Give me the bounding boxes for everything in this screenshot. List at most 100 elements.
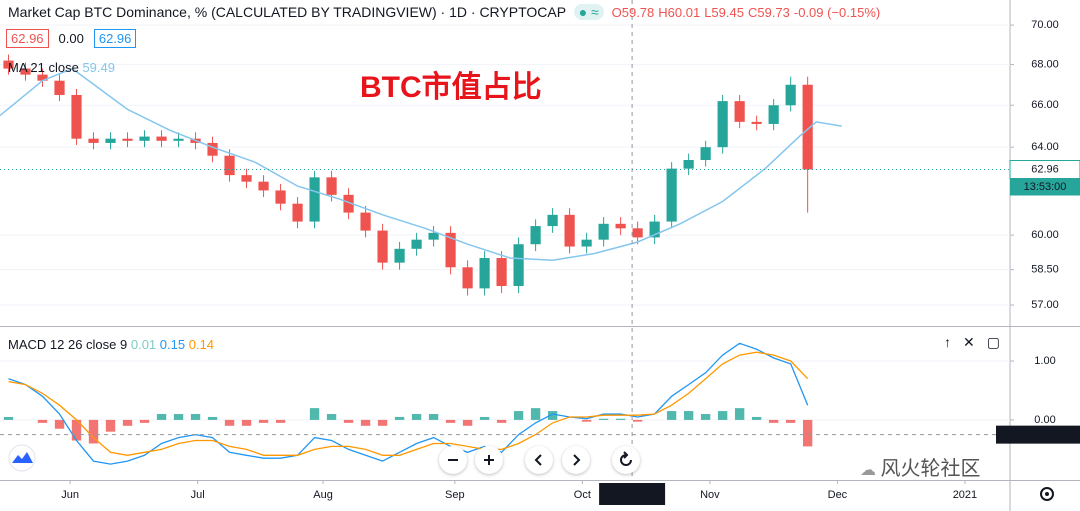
move-up-button[interactable]: ↑ (944, 334, 951, 350)
y-tick-label: 70.00 (1031, 19, 1059, 31)
watermark-text: 风火轮社区 (880, 458, 981, 480)
histogram-bar (462, 419, 473, 426)
x-tick-label: Oct (574, 489, 591, 501)
chart-title: Market Cap BTC Dominance, % (CALCULATED … (8, 4, 566, 20)
histogram-bar (156, 414, 167, 420)
crosshair-x-tag (599, 483, 666, 505)
candle-body (3, 60, 14, 69)
ohlc-item: L59.45 (704, 5, 744, 20)
histogram-bar (105, 419, 116, 432)
candle-body (768, 105, 779, 124)
macd-line (8, 342, 809, 465)
histogram-bar (326, 414, 337, 420)
histogram-bar (224, 419, 235, 426)
histogram-bar (3, 416, 14, 420)
candle-body (445, 232, 456, 268)
price-boxes: 62.96 0.00 62.96 (6, 29, 142, 48)
y-tick-label: 57.00 (1031, 299, 1059, 311)
x-tick-label: Nov (700, 489, 720, 501)
macd-signal-value: 0.14 (188, 337, 215, 352)
ohlc-item: -0.09 (−0.15%) (793, 5, 881, 20)
ohlc-item: H60.01 (658, 5, 701, 20)
macd-hist-value: 0.01 (130, 337, 157, 352)
x-tick-label: Jul (191, 489, 205, 501)
candle-body (139, 136, 150, 141)
histogram-bar (275, 419, 286, 423)
spread-box: 0.00 (58, 31, 84, 46)
candle-body (802, 84, 813, 170)
candle-body (615, 223, 626, 229)
candle-body (496, 258, 507, 287)
candle-body (326, 177, 337, 195)
histogram-bar (88, 419, 99, 444)
histogram-bar (802, 419, 813, 447)
countdown-tag (1010, 178, 1080, 196)
crosshair-y-label: -0.25 (1032, 429, 1057, 441)
candle-body (649, 221, 660, 238)
ohlc-item: O59.78 (611, 5, 655, 20)
histogram-bar (173, 414, 184, 420)
histogram-bar (751, 416, 762, 420)
ma-line (0, 67, 842, 262)
buy-box[interactable]: 62.96 (93, 29, 137, 48)
sell-box[interactable]: 62.96 (6, 29, 49, 48)
macd-value: 0.15 (159, 337, 186, 352)
candle-body (581, 239, 592, 247)
x-tick-label: Dec (828, 489, 848, 501)
histogram-bar (785, 419, 796, 423)
candle-body (751, 121, 762, 124)
candle-body (394, 248, 405, 263)
scroll-right-button[interactable] (562, 446, 590, 474)
candle-body (632, 228, 643, 238)
zoom-in-button[interactable] (475, 446, 503, 474)
zoom-out-button[interactable] (439, 446, 467, 474)
candle-body (54, 80, 65, 95)
histogram-bar (768, 419, 779, 423)
maximize-button[interactable]: ▢ (986, 334, 1000, 350)
candle-body (241, 175, 252, 182)
reset-button[interactable] (612, 446, 640, 474)
close-button[interactable]: ✕ (963, 334, 975, 350)
candle-body (598, 223, 609, 240)
histogram-bar (445, 419, 456, 423)
histogram-bar (683, 411, 694, 420)
settings-icon[interactable] (1040, 487, 1054, 501)
histogram-bar (241, 419, 252, 426)
y-tick-label: 58.50 (1031, 264, 1059, 276)
candle-body (207, 142, 218, 156)
y-tick-label: 1.00 (1034, 355, 1055, 367)
ohlc-item: C59.73 (747, 5, 790, 20)
countdown-label: 13:53:00 (1024, 181, 1067, 193)
candle-body (479, 258, 490, 289)
histogram-bar (717, 411, 728, 420)
candle-body (275, 190, 286, 204)
macd-legend: MACD 12 26 close 9 0.01 0.15 0.14 (8, 337, 214, 352)
candle-body (360, 212, 371, 231)
annotation: BTC市值占比 (360, 71, 542, 104)
ohlc-legend: O59.78 H60.01 L59.45 C59.73 -0.09 (−0.15%) (612, 5, 885, 20)
y-tick-label: 66.00 (1031, 99, 1059, 111)
ma-legend: MA 21 close 59.49 (8, 60, 115, 75)
candle-body (564, 214, 575, 247)
y-tick-label: 60.00 (1031, 229, 1059, 241)
histogram-bar (309, 408, 320, 420)
histogram-bar (666, 411, 677, 420)
crosshair-x-label: 13 Oct '20 (607, 488, 657, 500)
scroll-left-button[interactable] (525, 446, 553, 474)
candle-body (785, 84, 796, 106)
histogram-bar (258, 419, 269, 423)
histogram-bar (190, 414, 201, 420)
candle-body (343, 194, 354, 213)
candle-body (173, 138, 184, 141)
histogram-bar (37, 419, 48, 423)
candle-body (88, 138, 99, 143)
status-pill[interactable]: ● ≈ (573, 4, 604, 20)
candle-body (122, 138, 133, 141)
candle-body (309, 177, 320, 222)
candle-body (666, 168, 677, 222)
candle-body (156, 136, 167, 141)
watermark: ☁ 风火轮社区 (860, 458, 981, 480)
histogram-bar (122, 419, 133, 426)
